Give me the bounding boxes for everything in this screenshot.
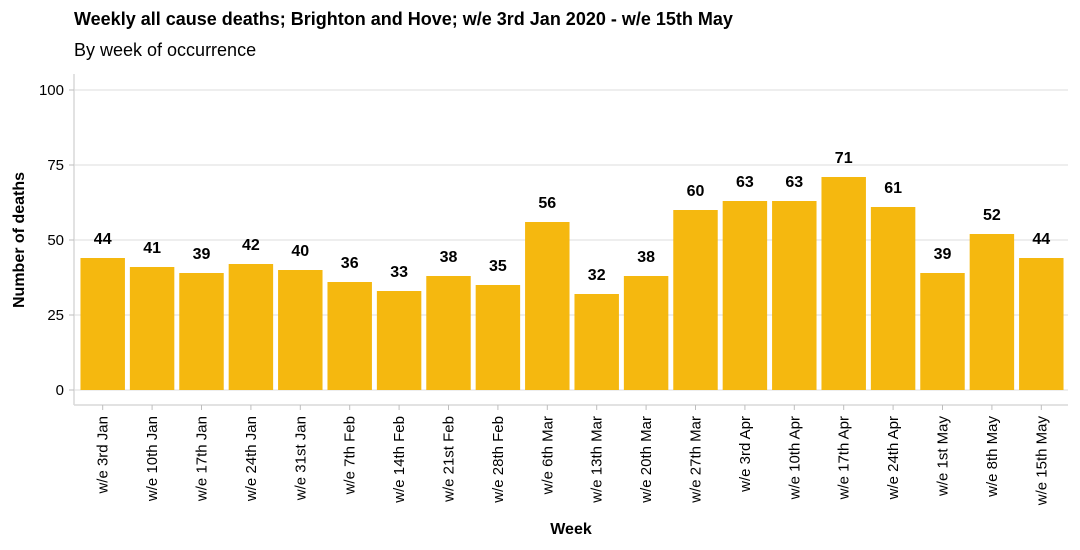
- x-tick-label: w/e 15th May: [1033, 416, 1050, 507]
- bar: [969, 234, 1015, 390]
- bar: [821, 177, 866, 390]
- data-label: 52: [983, 207, 1001, 224]
- data-label: 33: [390, 264, 408, 281]
- bar: [80, 258, 125, 390]
- x-tick-labels: w/e 3rd Jan w/e 10th Jan w/e 17th Jan w/e 2…: [95, 405, 1050, 507]
- x-tick-label: w/e 17th Apr: [836, 416, 853, 500]
- x-axis-title: Week: [550, 521, 592, 538]
- x-tick-label: w/e 8th May: [984, 416, 1001, 498]
- x-tick-label: w/e 17th Jan: [194, 416, 211, 502]
- y-tick-labels: 0 25 50 75 100: [39, 82, 74, 399]
- bar: [574, 294, 619, 390]
- bar: [673, 210, 718, 390]
- x-tick-label: w/e 24th Jan: [243, 416, 260, 502]
- x-tick-label: w/e 7th Feb: [342, 416, 359, 495]
- x-tick-label: w/e 3rd Jan: [95, 416, 112, 495]
- data-label: 40: [291, 243, 309, 260]
- data-label: 56: [538, 195, 556, 212]
- data-label: 60: [687, 183, 705, 200]
- bar: [327, 282, 372, 390]
- bar: [1019, 258, 1064, 390]
- bar: [376, 291, 422, 390]
- x-tick-label: w/e 10th Jan: [144, 416, 161, 502]
- x-tick-label: w/e 3rd Apr: [737, 416, 754, 493]
- bars: [80, 177, 1064, 390]
- x-tick-label: w/e 28th Feb: [490, 416, 507, 504]
- x-tick-label: w/e 6th Mar: [539, 416, 556, 495]
- x-tick-label: w/e 27th Mar: [688, 416, 705, 504]
- x-tick-label: w/e 31st Jan: [292, 416, 309, 501]
- x-tick-label: w/e 24th Apr: [885, 416, 902, 500]
- bar: [228, 264, 274, 390]
- bar: [525, 222, 570, 390]
- data-label: 39: [934, 246, 952, 263]
- data-label: 41: [143, 240, 161, 257]
- data-label: 38: [440, 249, 458, 266]
- x-tick-label: w/e 1st May: [935, 416, 952, 498]
- x-tick-label: w/e 13th Mar: [589, 416, 606, 504]
- data-label: 38: [637, 249, 655, 266]
- data-labels: 44 41 39 42 40 36 33 38 35 56 32 38 60 63 63 71 61 39 52 44: [94, 150, 1050, 284]
- bar: [129, 267, 175, 390]
- x-tick-label: w/e 14th Feb: [391, 416, 408, 504]
- y-tick-label: 0: [56, 382, 64, 399]
- bar: [475, 285, 521, 390]
- data-label: 61: [884, 180, 902, 197]
- data-label: 42: [242, 237, 260, 254]
- bar: [179, 273, 224, 390]
- data-label: 44: [94, 231, 112, 248]
- y-tick-label: 25: [47, 307, 64, 324]
- y-tick-label: 100: [39, 82, 64, 99]
- data-label: 39: [193, 246, 211, 263]
- bar: [870, 207, 916, 390]
- data-label: 35: [489, 258, 507, 275]
- bar: [920, 273, 965, 390]
- data-label: 36: [341, 255, 359, 272]
- bar: [623, 276, 669, 390]
- x-tick-label: w/e 10th Apr: [786, 416, 803, 500]
- data-label: 71: [835, 150, 853, 167]
- y-tick-label: 75: [47, 157, 64, 174]
- data-label: 32: [588, 267, 606, 284]
- data-label: 44: [1032, 231, 1050, 248]
- chart-title: Weekly all cause deaths; Brighton and Ho…: [74, 9, 733, 29]
- bar: [426, 276, 471, 390]
- chart-subtitle: By week of occurrence: [74, 40, 257, 60]
- bar: [772, 201, 817, 390]
- data-label: 63: [736, 174, 754, 191]
- x-tick-label: w/e 21st Feb: [441, 416, 458, 503]
- y-tick-label: 50: [47, 232, 64, 249]
- bar: [278, 270, 323, 390]
- bar: [722, 201, 768, 390]
- data-label: 63: [785, 174, 803, 191]
- x-tick-label: w/e 20th Mar: [638, 416, 655, 504]
- y-axis-title: Number of deaths: [11, 172, 28, 308]
